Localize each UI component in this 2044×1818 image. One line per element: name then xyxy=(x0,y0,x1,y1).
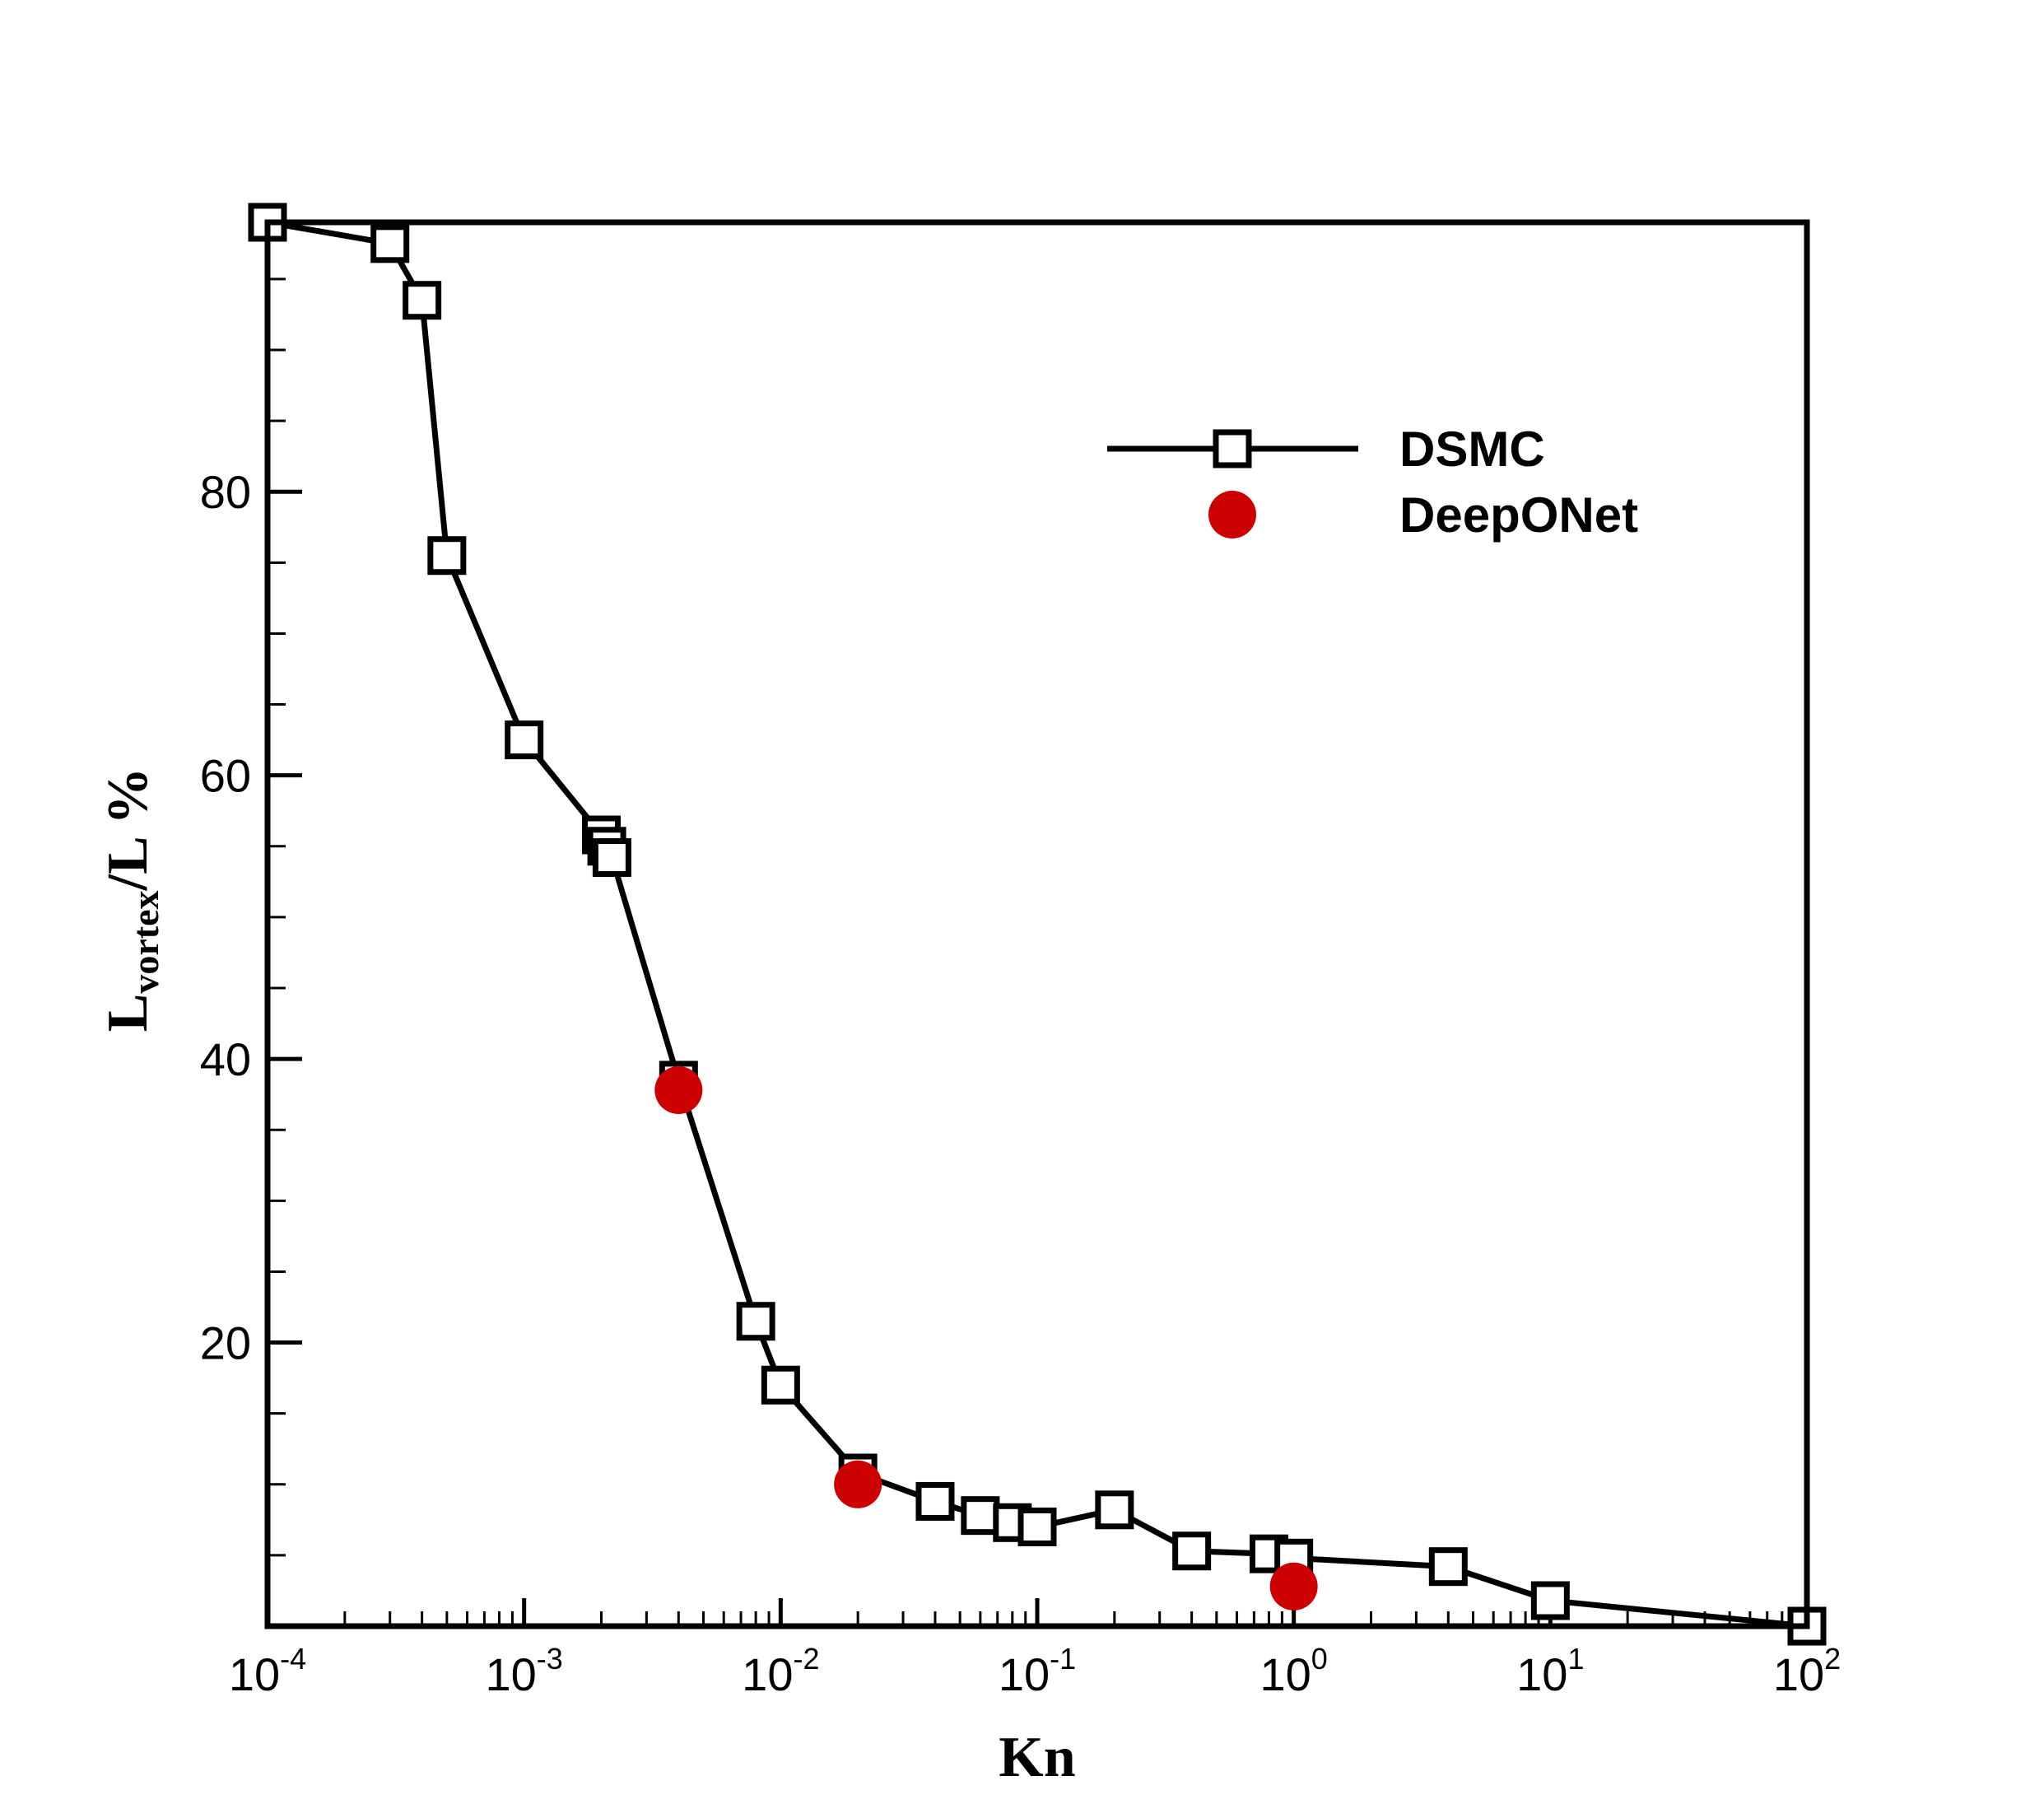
legend-label-deeponet: DeepONet xyxy=(1399,487,1638,543)
x-tick-label-base: 10 xyxy=(1260,1648,1311,1700)
x-tick-label-exp: 0 xyxy=(1311,1642,1328,1676)
x-tick-label-base: 10 xyxy=(1773,1648,1824,1700)
y-axis-title: Lvortex/L % xyxy=(96,767,166,1033)
x-tick-label: 102 xyxy=(1773,1642,1841,1700)
point-dsmc xyxy=(736,1302,775,1341)
x-tick-label: 100 xyxy=(1260,1642,1328,1700)
x-tick-label-base: 10 xyxy=(742,1648,793,1700)
x-tick-label: 10-2 xyxy=(742,1642,819,1700)
point-dsmc xyxy=(1172,1531,1212,1571)
point-dsmc xyxy=(1095,1490,1134,1530)
point-dsmc xyxy=(592,838,631,878)
legend-marker-dsmc xyxy=(1213,429,1252,468)
x-tick-label-exp: -4 xyxy=(280,1642,306,1676)
y-axis-title-main: L xyxy=(96,994,160,1033)
x-tick-label-exp: -1 xyxy=(1050,1642,1076,1676)
point-dsmc xyxy=(1017,1507,1057,1546)
point-dsmc xyxy=(1428,1547,1468,1587)
x-tick-label-exp: 2 xyxy=(1824,1642,1841,1676)
series-line-dsmc xyxy=(267,219,1808,1629)
point-dsmc xyxy=(403,281,442,320)
point-deeponet xyxy=(834,1460,882,1508)
x-tick-label-base: 10 xyxy=(486,1648,537,1700)
point-dsmc xyxy=(915,1481,955,1521)
x-tick-label-base: 10 xyxy=(999,1648,1050,1700)
x-tick-label-exp: 1 xyxy=(1567,1642,1584,1676)
y-tick-label: 60 xyxy=(200,750,251,802)
x-tick-label-exp: -2 xyxy=(793,1642,819,1676)
x-tick-label: 10-1 xyxy=(999,1642,1076,1700)
legend: DSMC DeepONet xyxy=(1107,422,1638,543)
series-markers xyxy=(248,203,1827,1646)
point-dsmc xyxy=(761,1365,800,1405)
y-tick-label: 20 xyxy=(200,1317,251,1369)
y-tick-label: 80 xyxy=(200,466,251,518)
point-deeponet xyxy=(1269,1562,1318,1611)
y-axis-title-rest: /L % xyxy=(96,767,160,892)
x-tick-label-exp: -3 xyxy=(537,1642,563,1676)
y-axis-title-sub: vortex xyxy=(124,890,166,993)
x-tick-label-base: 10 xyxy=(229,1648,280,1700)
y-tick-label: 40 xyxy=(200,1033,251,1085)
point-dsmc xyxy=(961,1496,1000,1536)
x-tick-label-base: 10 xyxy=(1516,1648,1567,1700)
major-ticks xyxy=(265,489,1809,1626)
x-tick-label: 10-4 xyxy=(229,1642,306,1700)
point-dsmc xyxy=(1530,1581,1570,1620)
point-dsmc xyxy=(370,224,410,263)
minor-ticks xyxy=(268,277,1797,1626)
legend-label-dsmc: DSMC xyxy=(1399,422,1545,477)
point-dsmc xyxy=(505,720,544,760)
legend-marker-deeponet xyxy=(1208,491,1256,538)
plot-frame xyxy=(264,219,1810,1629)
series-lines xyxy=(267,219,1808,1629)
x-tick-label: 101 xyxy=(1516,1642,1584,1700)
point-deeponet xyxy=(654,1066,703,1114)
x-axis-title: Kn xyxy=(999,1726,1075,1789)
point-dsmc xyxy=(427,536,467,576)
x-tick-label: 10-3 xyxy=(486,1642,563,1700)
